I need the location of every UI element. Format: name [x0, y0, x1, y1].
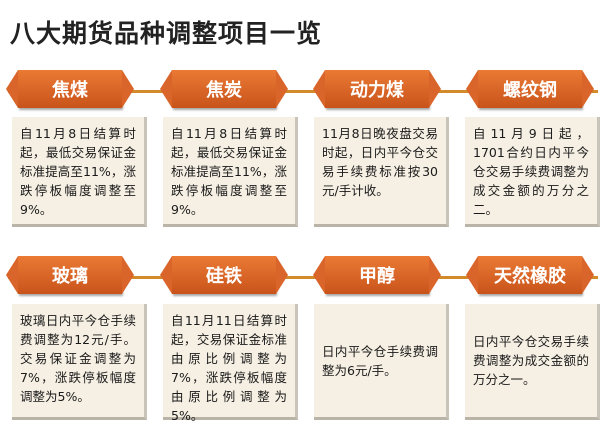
item-tab-coking-coal: 焦煤 [6, 70, 134, 108]
item-tab-methanol: 甲醇 [313, 256, 441, 294]
item-tab-glass: 玻璃 [6, 256, 134, 294]
item-tab-natural-rubber: 天然橡胶 [466, 256, 594, 294]
item-text-coking-coal: 自11月8日结算时起，最低交易保证金标准提高至11%，涨跌停板幅度调整至9%。 [20, 126, 136, 217]
row-divider-top [8, 90, 598, 93]
item-text-ferrosilicon: 自11月11日结算时起，交易保证金标准由原比例调整为7%，涨跌停板幅度由原比例调… [171, 313, 287, 423]
row-divider-bottom [8, 276, 598, 279]
item-card-thermal-coal: 11月8日晚夜盘交易时起，日内平今仓交易手续费标准按30元/手计收。 [314, 117, 449, 227]
item-card-coke: 自11月8日结算时起，最低交易保证金标准提高至11%，涨跌停板幅度调整至9%。 [163, 117, 298, 227]
item-tab-thermal-coal: 动力煤 [313, 70, 441, 108]
item-text-natural-rubber: 日内平今仓交易手续费调整为成交金额的万分之一。 [473, 334, 589, 387]
item-card-glass: 玻璃日内平今仓手续费调整为12元/手。交易保证金调整为7%，涨跌停板幅度调整为5… [12, 304, 147, 420]
item-text-glass: 玻璃日内平今仓手续费调整为12元/手。交易保证金调整为7%，涨跌停板幅度调整为5… [20, 313, 136, 404]
item-card-coking-coal: 自11月8日结算时起，最低交易保证金标准提高至11%，涨跌停板幅度调整至9%。 [12, 117, 147, 227]
item-text-rebar: 自11月9日起，1701合约日内平今仓交易手续费调整为成交金额的万分之二。 [473, 126, 589, 217]
item-tab-coke: 焦炭 [160, 70, 288, 108]
page-title: 八大期货品种调整项目一览 [10, 19, 323, 48]
item-card-rebar: 自11月9日起，1701合约日内平今仓交易手续费调整为成交金额的万分之二。 [465, 117, 600, 227]
item-tab-ferrosilicon: 硅铁 [160, 256, 288, 294]
item-card-ferrosilicon: 自11月11日结算时起，交易保证金标准由原比例调整为7%，涨跌停板幅度由原比例调… [163, 304, 298, 423]
item-card-natural-rubber: 日内平今仓交易手续费调整为成交金额的万分之一。 [465, 304, 600, 420]
item-text-thermal-coal: 11月8日晚夜盘交易时起，日内平今仓交易手续费标准按30元/手计收。 [322, 126, 438, 198]
item-text-methanol: 日内平今仓手续费调整为6元/手。 [322, 343, 438, 378]
item-text-coke: 自11月8日结算时起，最低交易保证金标准提高至11%，涨跌停板幅度调整至9%。 [171, 126, 287, 217]
item-tab-rebar: 螺纹钢 [466, 70, 594, 108]
item-card-methanol: 日内平今仓手续费调整为6元/手。 [314, 304, 449, 420]
